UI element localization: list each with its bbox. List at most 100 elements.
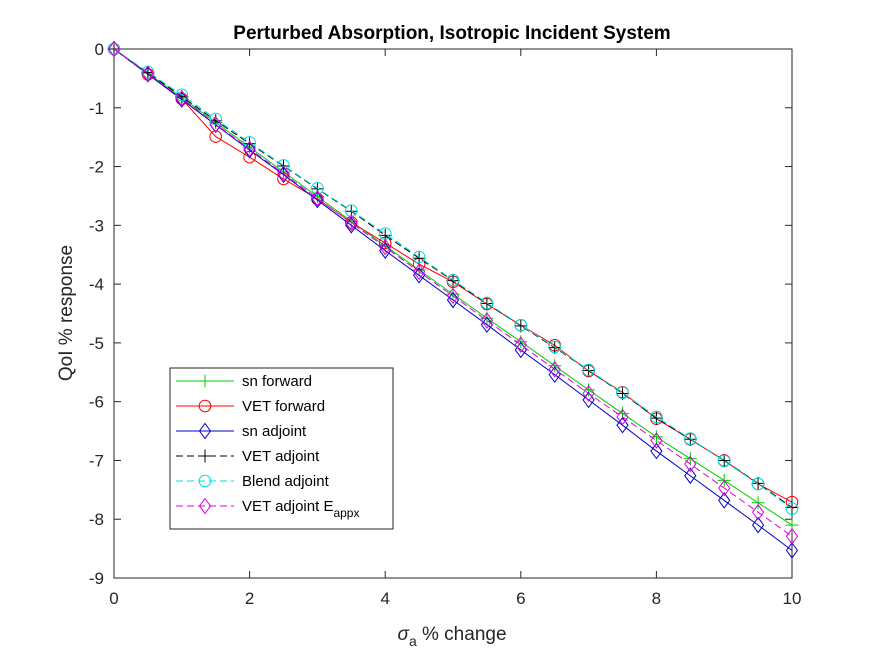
data-point <box>616 386 629 400</box>
legend-marker <box>198 497 212 515</box>
data-point <box>243 141 256 159</box>
data-point <box>345 214 358 232</box>
data-point <box>751 516 765 534</box>
x-tick-label: 10 <box>783 589 802 608</box>
y-tick-label: -5 <box>89 334 104 353</box>
data-point <box>277 166 290 184</box>
data-point <box>480 316 494 334</box>
series-line <box>113 48 793 510</box>
data-point <box>277 159 290 172</box>
data-point <box>311 182 324 195</box>
data-point <box>379 242 392 259</box>
data-point <box>684 432 697 445</box>
legend-entry: sn adjoint <box>176 422 307 440</box>
data-point <box>616 408 629 426</box>
y-tick-label: -1 <box>89 99 104 118</box>
x-axis-label-symbol: σ <box>397 624 410 645</box>
data-point <box>243 140 256 158</box>
x-axis-label-subscript: a <box>409 633 417 649</box>
legend-label: VET adjoint <box>242 448 320 465</box>
data-point <box>785 502 799 515</box>
x-axis-label-text: % change <box>417 624 507 645</box>
legend-entry: Blend adjoint <box>176 473 330 490</box>
x-tick-label: 6 <box>516 589 525 608</box>
data-point <box>243 136 256 149</box>
x-tick-label: 0 <box>109 589 118 608</box>
data-point <box>175 90 188 107</box>
data-point <box>514 319 528 333</box>
data-point <box>107 40 121 58</box>
data-point <box>785 542 799 559</box>
data-point <box>514 318 528 332</box>
legend-label: sn forward <box>242 373 312 390</box>
legend-label-text: VET adjoint E <box>242 498 333 515</box>
legend-label-text: sn adjoint <box>242 423 307 440</box>
series-6 <box>107 40 799 545</box>
data-point <box>717 453 731 467</box>
data-point <box>446 291 460 309</box>
x-tick-label: 8 <box>652 589 661 608</box>
chart-title: Perturbed Absorption, Isotropic Incident… <box>233 23 670 44</box>
data-point <box>650 442 663 460</box>
data-point <box>209 130 222 143</box>
data-point <box>446 287 460 305</box>
data-point <box>548 360 561 378</box>
data-point <box>175 88 189 102</box>
data-point <box>480 312 494 329</box>
legend-marker <box>198 374 212 388</box>
data-point <box>548 340 562 354</box>
series-line <box>113 48 793 551</box>
data-point <box>345 216 358 234</box>
legend-label: VET forward <box>242 398 325 415</box>
data-point <box>751 503 765 521</box>
data-point <box>311 191 324 209</box>
y-tick-label: 0 <box>95 40 104 59</box>
data-point <box>209 115 222 133</box>
data-point <box>446 273 460 287</box>
legend-entry: VET forward <box>176 398 325 415</box>
data-point <box>616 416 629 434</box>
legend-marker <box>198 474 212 488</box>
legend: sn forward VET forward sn adjoint VET adjoi… <box>169 367 394 530</box>
data-point <box>718 492 731 509</box>
x-axis-label: σa % change <box>397 624 506 649</box>
legend-label-text: sn forward <box>242 373 312 390</box>
data-point <box>684 467 697 485</box>
x-tick-label: 2 <box>245 589 254 608</box>
y-axis-label: QoI % response <box>56 245 77 381</box>
y-tick-label: -6 <box>89 393 104 412</box>
data-point <box>717 454 731 468</box>
legend-label-text: VET adjoint <box>242 448 320 465</box>
data-point <box>311 189 324 207</box>
legend-marker <box>198 422 212 440</box>
y-tick-label: -2 <box>89 158 104 177</box>
data-point <box>412 266 426 284</box>
data-point <box>751 477 765 491</box>
legend-entry: VET adjoint Eappx <box>176 497 359 520</box>
legend-entry: VET adjoint <box>176 448 320 465</box>
legend-label-text: VET forward <box>242 398 325 415</box>
data-point <box>582 363 595 377</box>
legend-marker <box>198 399 212 413</box>
data-point <box>379 238 392 256</box>
x-tick-label: 4 <box>380 589 389 608</box>
y-tick-label: -8 <box>89 510 104 529</box>
y-tick-label: -3 <box>89 216 104 235</box>
data-point <box>141 65 155 83</box>
data-point <box>751 496 765 510</box>
series-group <box>107 40 799 559</box>
y-tick-label: -9 <box>89 569 104 588</box>
data-point <box>785 527 799 545</box>
legend-label: sn adjoint <box>242 423 307 440</box>
data-point <box>345 204 358 217</box>
data-point <box>277 165 290 182</box>
data-point <box>582 391 595 409</box>
legend-label-subscript: appx <box>333 506 359 520</box>
data-point <box>412 263 426 281</box>
legend-entry: sn forward <box>176 373 312 390</box>
data-point <box>243 150 256 164</box>
series-line <box>113 48 793 537</box>
legend-label: VET adjoint Eappx <box>242 498 359 520</box>
